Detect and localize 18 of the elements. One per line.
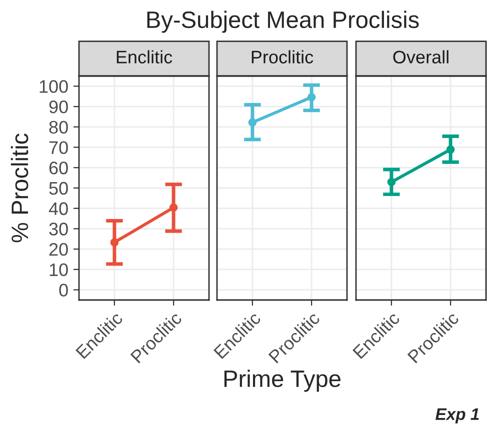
text: Exp 1 <box>436 408 479 424</box>
y-axis-title: % Proclitic <box>10 134 28 242</box>
y-tick-label: 30 <box>49 222 68 236</box>
y-tick-label: 90 <box>49 100 68 114</box>
chart-subtitle: Proclitic <box>252 50 314 64</box>
y-tick-label: 20 <box>49 243 68 256</box>
y-tick-label: 80 <box>49 120 68 134</box>
y-tick-label: 70 <box>49 141 68 154</box>
y-tick-label: 50 <box>49 182 68 195</box>
y-tick-label: 10 <box>50 263 68 276</box>
text: By-Subject Mean Proclisis <box>147 10 419 33</box>
y-tick-label: 100 <box>40 80 68 93</box>
y-tick-label: 0 <box>59 284 68 297</box>
y-tick-label: 40 <box>48 202 68 216</box>
chart-subtitle: Enclitic <box>116 50 172 64</box>
chart-subtitle: Overall <box>393 50 448 64</box>
y-tick-label: 60 <box>49 162 68 174</box>
x-axis-title: Prime Type <box>224 370 340 392</box>
